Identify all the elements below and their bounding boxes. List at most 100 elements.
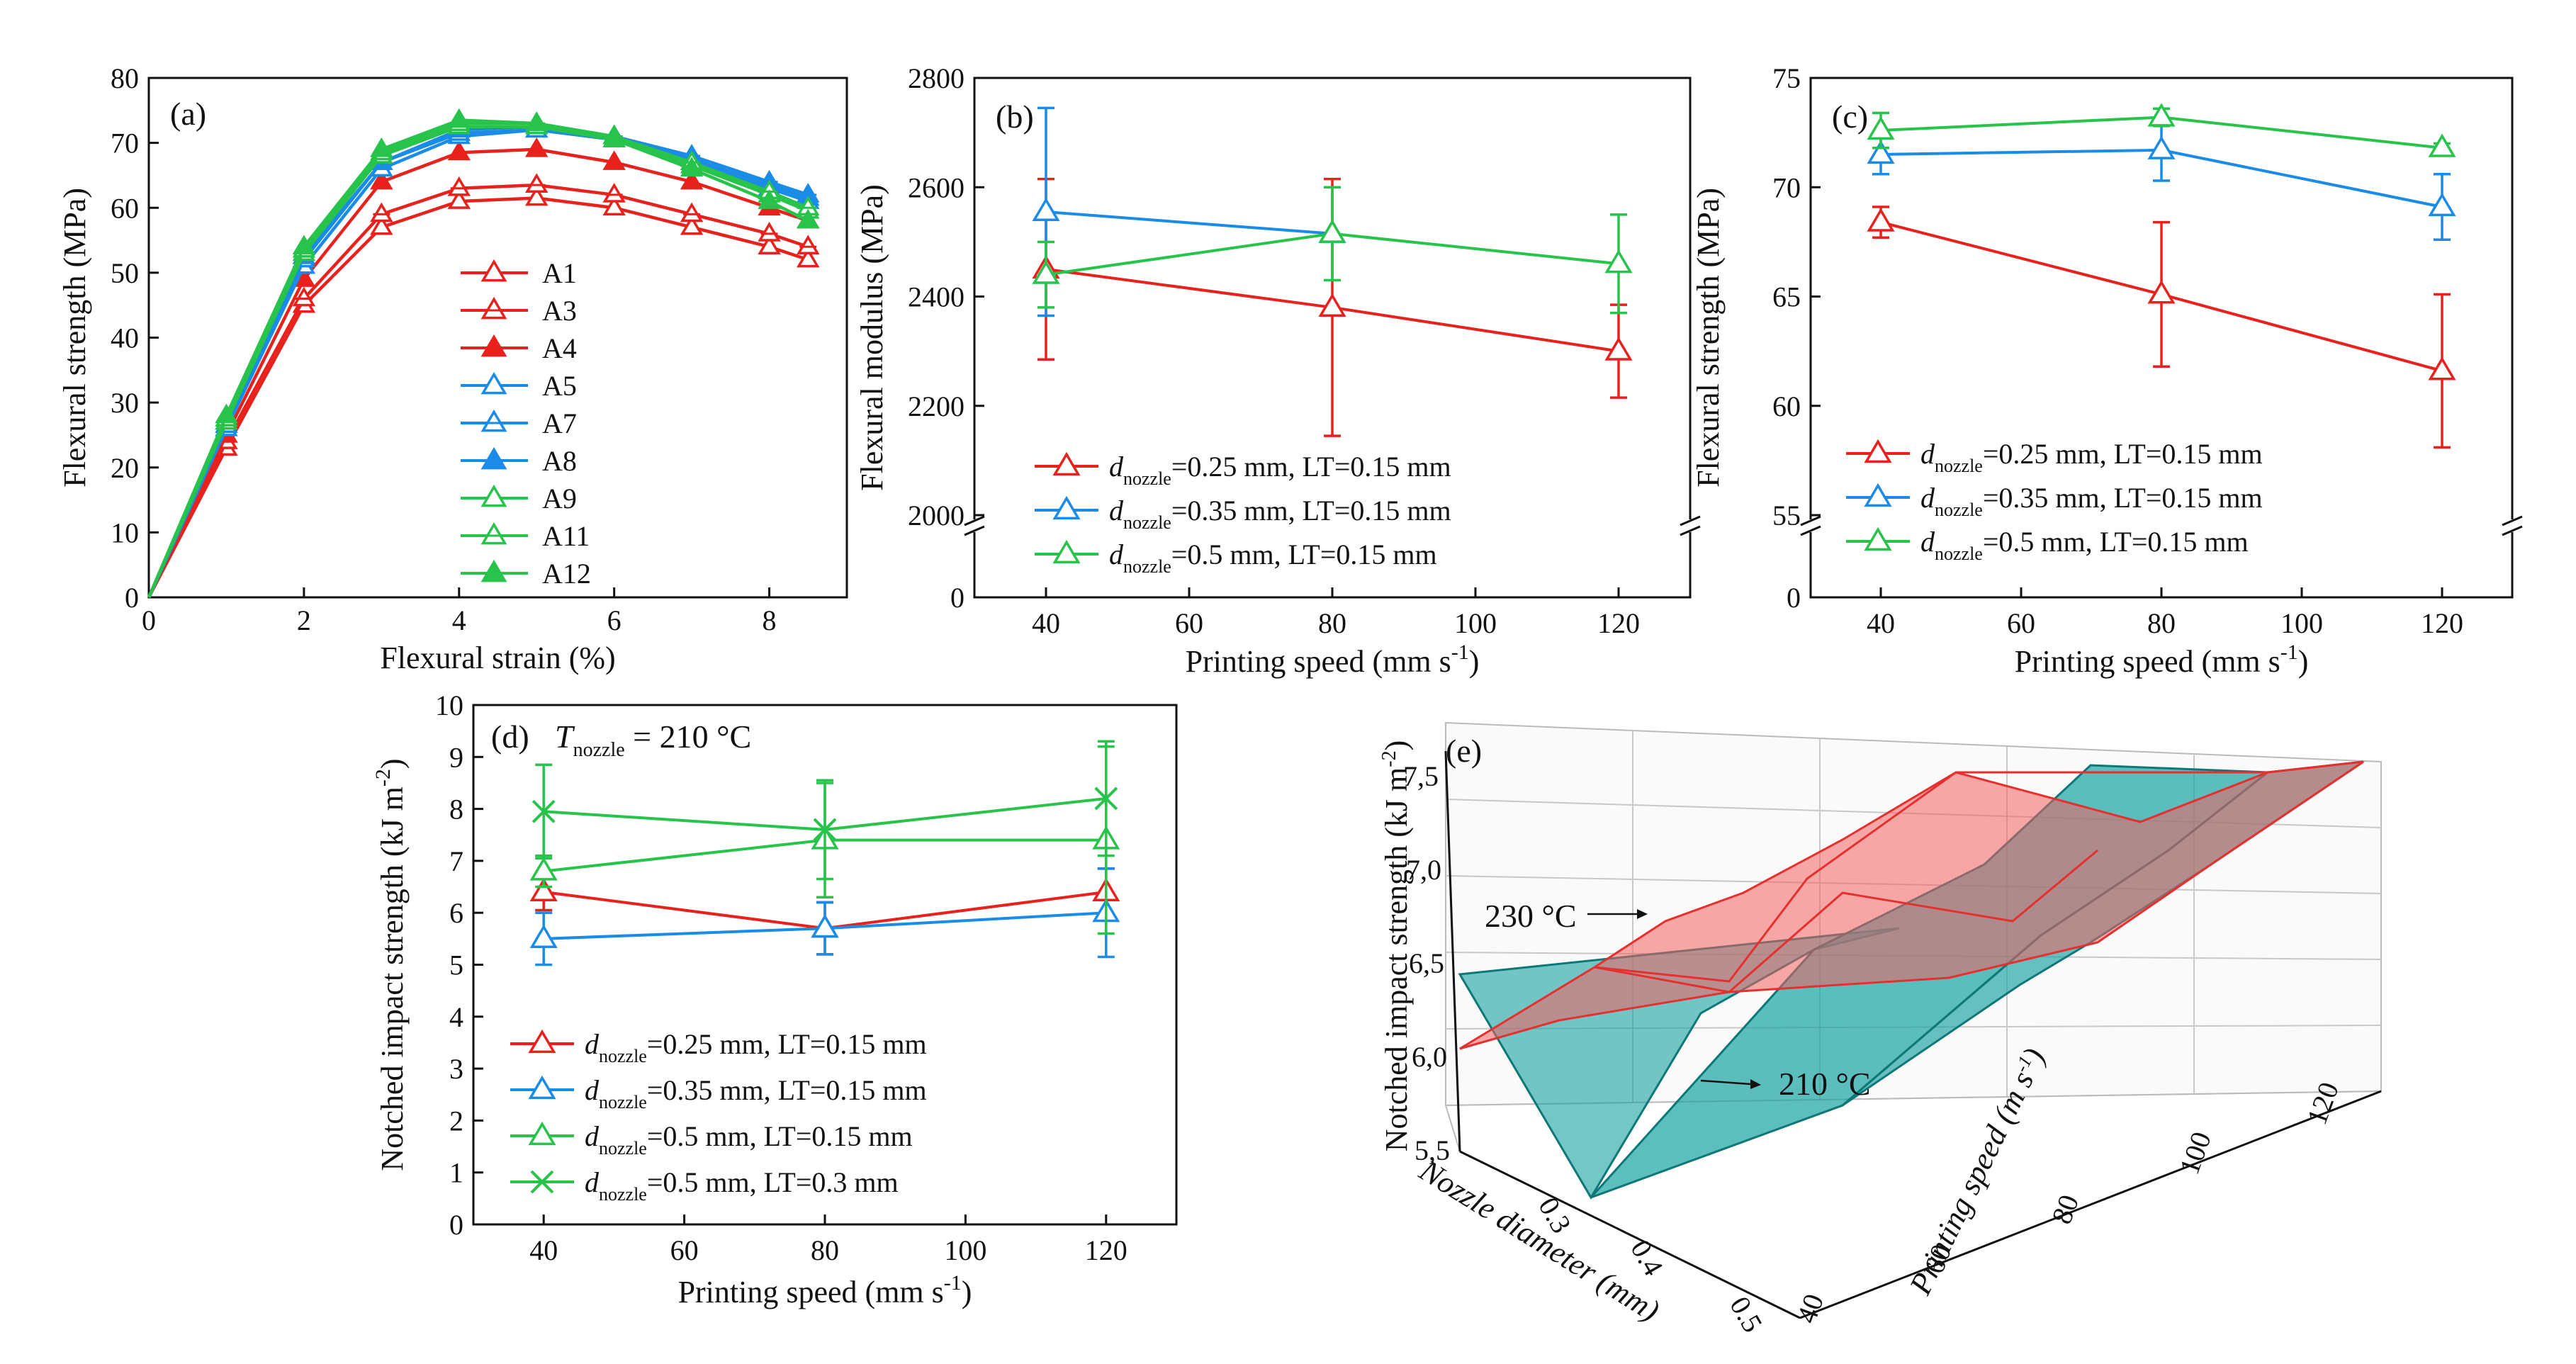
x-axis-label-end: ) [1469, 644, 1480, 679]
point-A12 [370, 137, 393, 157]
z-tick-label: 5,5 [1414, 1134, 1450, 1166]
data-point [1032, 260, 1060, 284]
legend-marker [528, 1121, 556, 1146]
legend-sub: nozzle [1935, 456, 1983, 476]
legend-label: dnozzle=0.5 mm, LT=0.15 mm [1920, 526, 2249, 564]
data-point [1867, 115, 1895, 140]
data-point [1032, 197, 1060, 222]
panel-label: (c) [1832, 98, 1868, 135]
data-point [1604, 249, 1633, 274]
y-tick-label: 0 [950, 582, 964, 614]
legend-sub: nozzle [599, 1046, 647, 1066]
data-point [1867, 140, 1895, 164]
x-tick-label: 60 [1175, 607, 1203, 639]
legend-rest: =0.25 mm, LT=0.15 mm [1983, 438, 2263, 470]
legend-rest: =0.5 mm, LT=0.15 mm [647, 1120, 913, 1152]
x-axis-label-end: ) [2298, 644, 2309, 679]
point-A1 [447, 189, 471, 209]
legend-rest: =0.35 mm, LT=0.15 mm [647, 1074, 927, 1106]
y-tick-label: 55 [1772, 500, 1801, 531]
data-point [529, 877, 558, 901]
legend-marker [480, 334, 507, 357]
legend-label: A11 [542, 520, 590, 552]
x-tick-label: 60 [670, 1234, 699, 1266]
annotation-210: 210 °C [1779, 1066, 1871, 1102]
data-point [2147, 103, 2176, 127]
legend-label: dnozzle=0.25 mm, LT=0.15 mm [1109, 451, 1451, 489]
legend-label: dnozzle=0.35 mm, LT=0.15 mm [1109, 495, 1451, 533]
data-point [1318, 219, 1346, 243]
z-axis-label-main: Notched impact strength (kJ m [1379, 767, 1414, 1152]
y-tick-label: 2200 [908, 390, 964, 422]
y-tick-label: 20 [111, 452, 139, 484]
point-A12 [758, 189, 781, 209]
y-axis-3d [1799, 1090, 2382, 1319]
y-tick-label: 2600 [908, 171, 964, 203]
legend-marker [480, 522, 507, 545]
data-point-b [813, 818, 837, 842]
panel-b: 40 60 80 100 120 0 2000 2200 2400 2600 2800 (b) Prin… [855, 62, 1701, 679]
legend-marker [1864, 439, 1892, 463]
y-tick-label: 70 [111, 128, 139, 159]
x-axis-label: Printing speed (mm s-1) [1186, 641, 1480, 679]
y-tick-label: 7 [449, 845, 463, 877]
data-point [1867, 208, 1895, 232]
y-axis-label: Flexural strength (MPa) [1691, 188, 1726, 487]
y-tick-label: 30 [111, 387, 139, 419]
legend-d: d [1109, 539, 1124, 570]
legend-label: A12 [542, 558, 591, 590]
y-tick-label: 75 [1772, 62, 1801, 94]
legend-label: A5 [542, 370, 577, 402]
y-axis-label: Notched impact strength (kJ m-2) [371, 758, 410, 1171]
x-axis-label: Flexural strain (%) [380, 641, 615, 675]
x-tick-label: 40 [529, 1234, 558, 1266]
legend-label: A8 [542, 445, 577, 477]
point-A4 [447, 140, 471, 161]
legend-marker [1052, 451, 1081, 476]
x-axis-3d [1459, 1150, 1801, 1319]
z-axis-label-sup: -2 [1378, 750, 1400, 767]
legend-d: d [585, 1074, 600, 1106]
x-tick-label: 40 [1032, 607, 1060, 639]
data-point [529, 924, 558, 948]
y-tick-label: 80 [111, 62, 139, 94]
legend-rest: =0.35 mm, LT=0.15 mm [1983, 482, 2263, 514]
legend-sub: nozzle [599, 1138, 647, 1159]
series-line-A1 [147, 196, 809, 599]
legend-label: dnozzle=0.25 mm, LT=0.15 mm [1920, 438, 2263, 476]
legend-d: d [1920, 526, 1935, 558]
y-tick-label: 10 [435, 689, 463, 721]
point-A3 [292, 286, 316, 307]
axis-break-mark [1800, 515, 1821, 526]
point-A12 [215, 403, 238, 424]
x-tick-label: 40 [1867, 607, 1895, 639]
legend-rest: =0.25 mm, LT=0.15 mm [647, 1028, 927, 1060]
axis-break-mark [2502, 525, 2523, 536]
point-A3 [758, 222, 781, 242]
legend-marker [530, 1170, 554, 1194]
data-point-b [531, 799, 556, 823]
x-axis-label: Printing speed (mm s-1) [2015, 641, 2309, 679]
legend-label: dnozzle=0.5 mm, LT=0.3 mm [585, 1166, 899, 1205]
x-axis-label-end: ) [962, 1275, 972, 1309]
y-tick-label: 1 [449, 1157, 463, 1189]
point-A3 [447, 176, 471, 196]
point-A1 [758, 235, 781, 255]
panel-label: (d) [491, 718, 529, 755]
annotation-sub: nozzle [573, 739, 625, 761]
arrow-210 [1700, 1079, 1751, 1086]
point-A3 [680, 202, 704, 222]
y-tick-label: 8 [449, 794, 463, 825]
x-tick-label: 0 [142, 604, 156, 636]
x-tick-label: 80 [1318, 607, 1346, 639]
x-tick-label: 120 [1085, 1234, 1127, 1266]
legend-marker [480, 409, 507, 432]
y-tick-label: 40 [111, 322, 139, 354]
panel-c: 40 60 80 100 120 0 55 60 65 70 75 (c) Printing speed… [1691, 62, 2523, 679]
data-point [2147, 135, 2176, 159]
data-point [2428, 133, 2456, 157]
legend-label: dnozzle=0.35 mm, LT=0.15 mm [585, 1074, 927, 1112]
